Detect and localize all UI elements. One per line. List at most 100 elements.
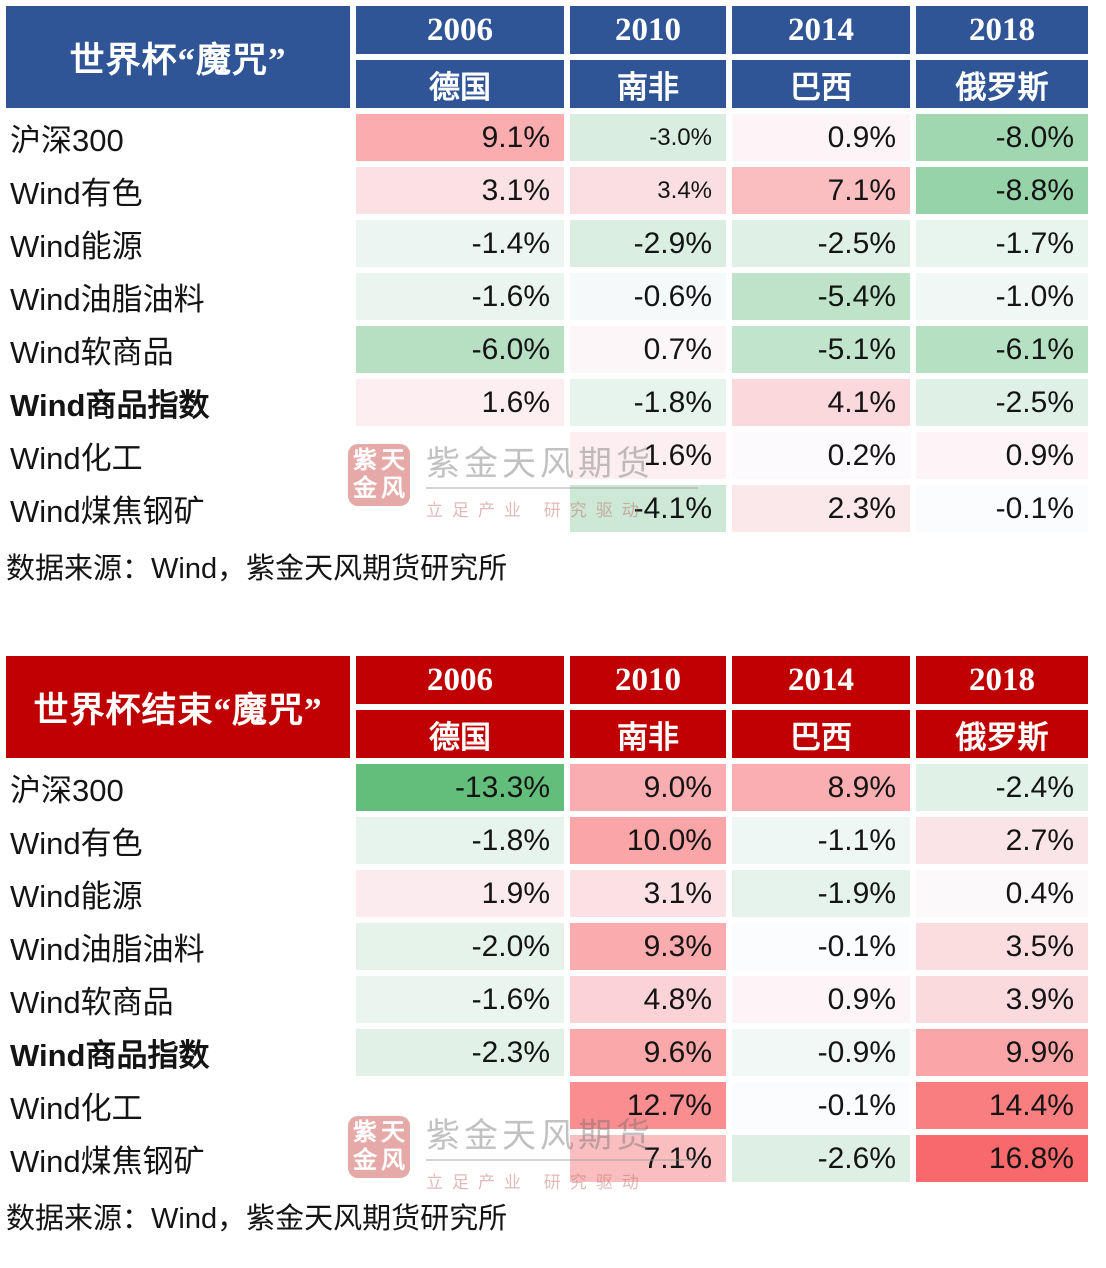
row-label: Wind能源: [6, 220, 350, 267]
value-cell: 3.5%: [916, 923, 1088, 970]
value-cell: -3.0%: [570, 114, 726, 161]
table-row: Wind能源 -1.4% -2.9% -2.5% -1.7%: [6, 220, 1088, 267]
value-cell: 4.1%: [732, 379, 910, 426]
value-cell: 14.4%: [916, 1082, 1088, 1129]
value-cell: 4.8%: [570, 976, 726, 1023]
row-label: Wind软商品: [6, 326, 350, 373]
host-header: 俄罗斯: [916, 710, 1088, 758]
table-row: Wind油脂油料 -1.6% -0.6% -5.4% -1.0%: [6, 273, 1088, 320]
host-header: 巴西: [732, 710, 910, 758]
table-row: Wind软商品 -1.6% 4.8% 0.9% 3.9%: [6, 976, 1088, 1023]
value-cell: 3.9%: [916, 976, 1088, 1023]
value-cell: [356, 485, 564, 532]
header-row-years: 世界杯结束“魔咒” 2006 2010 2014 2018: [6, 656, 1088, 758]
value-cell: 9.6%: [570, 1029, 726, 1076]
value-cell: 1.6%: [570, 432, 726, 479]
value-cell: 0.9%: [916, 432, 1088, 479]
row-label: Wind煤焦钢矿: [6, 1135, 350, 1182]
row-label: Wind油脂油料: [6, 923, 350, 970]
data-source-note: 数据来源：Wind，紫金天风期货研究所: [6, 553, 508, 585]
value-cell: -2.0%: [356, 923, 564, 970]
year-header: 2006: [356, 656, 564, 704]
value-cell: -2.9%: [570, 220, 726, 267]
value-cell: -1.9%: [732, 870, 910, 917]
row-label: Wind能源: [6, 870, 350, 917]
table-title: 世界杯“魔咒”: [6, 6, 350, 108]
value-cell: -6.0%: [356, 326, 564, 373]
value-cell: 9.9%: [916, 1029, 1088, 1076]
value-cell: [356, 1135, 564, 1182]
value-cell: 0.4%: [916, 870, 1088, 917]
host-header: 德国: [356, 710, 564, 758]
table-row: Wind煤焦钢矿 -4.1% 2.3% -0.1%: [6, 485, 1088, 532]
host-header: 德国: [356, 60, 564, 108]
value-cell: -5.4%: [732, 273, 910, 320]
value-cell: -2.5%: [916, 379, 1088, 426]
value-cell: 3.1%: [356, 167, 564, 214]
table-row: Wind能源 1.9% 3.1% -1.9% 0.4%: [6, 870, 1088, 917]
value-cell: -1.1%: [732, 817, 910, 864]
value-cell: 0.9%: [732, 114, 910, 161]
value-cell: -8.0%: [916, 114, 1088, 161]
value-cell: -1.7%: [916, 220, 1088, 267]
header-row-years: 世界杯“魔咒” 2006 2010 2014 2018: [6, 6, 1088, 108]
value-cell: -1.6%: [356, 976, 564, 1023]
value-cell: -1.0%: [916, 273, 1088, 320]
value-cell: -0.9%: [732, 1029, 910, 1076]
year-header: 2018: [916, 6, 1088, 54]
year-header: 2014: [732, 6, 910, 54]
value-cell: -0.1%: [916, 485, 1088, 532]
row-label: Wind油脂油料: [6, 273, 350, 320]
table-row: 沪深300 9.1% -3.0% 0.9% -8.0%: [6, 114, 1088, 161]
year-header: 2010: [570, 656, 726, 704]
worldcup-curse-section: 世界杯“魔咒” 2006 2010 2014 2018 德国 南非 巴西 俄罗斯 沪深300 9.1…: [0, 0, 1106, 586]
value-cell: -2.5%: [732, 220, 910, 267]
row-label: Wind化工: [6, 432, 350, 479]
row-label: Wind商品指数: [6, 1029, 350, 1076]
table-row: Wind有色 -1.8% 10.0% -1.1% 2.7%: [6, 817, 1088, 864]
table-row: Wind化工 1.6% 0.2% 0.9%: [6, 432, 1088, 479]
row-label: Wind化工: [6, 1082, 350, 1129]
header-row-hosts: 德国 南非 巴西 俄罗斯: [6, 710, 1088, 758]
value-cell: 9.3%: [570, 923, 726, 970]
value-cell: 9.1%: [356, 114, 564, 161]
value-cell: -1.8%: [570, 379, 726, 426]
value-cell: 3.1%: [570, 870, 726, 917]
value-cell: 10.0%: [570, 817, 726, 864]
value-cell: -8.8%: [916, 167, 1088, 214]
value-cell: 7.1%: [732, 167, 910, 214]
table-row: Wind软商品 -6.0% 0.7% -5.1% -6.1%: [6, 326, 1088, 373]
host-header: 南非: [570, 60, 726, 108]
year-header: 2014: [732, 656, 910, 704]
value-cell: -6.1%: [916, 326, 1088, 373]
value-cell: 1.6%: [356, 379, 564, 426]
value-cell: 2.3%: [732, 485, 910, 532]
row-label: 沪深300: [6, 114, 350, 161]
table-row: Wind油脂油料 -2.0% 9.3% -0.1% 3.5%: [6, 923, 1088, 970]
row-label: Wind有色: [6, 167, 350, 214]
value-cell: -2.3%: [356, 1029, 564, 1076]
value-cell: 12.7%: [570, 1082, 726, 1129]
value-cell: 2.7%: [916, 817, 1088, 864]
value-cell: 3.4%: [570, 167, 726, 214]
value-cell: -1.4%: [356, 220, 564, 267]
value-cell: [356, 432, 564, 479]
host-header: 巴西: [732, 60, 910, 108]
value-cell: 7.1%: [570, 1135, 726, 1182]
value-cell: -4.1%: [570, 485, 726, 532]
value-cell: -2.6%: [732, 1135, 910, 1182]
value-cell: -0.1%: [732, 923, 910, 970]
value-cell: 0.2%: [732, 432, 910, 479]
year-header: 2006: [356, 6, 564, 54]
value-cell: 0.9%: [732, 976, 910, 1023]
value-cell: [356, 1082, 564, 1129]
year-header: 2018: [916, 656, 1088, 704]
value-cell: -1.6%: [356, 273, 564, 320]
table-row: 沪深300 -13.3% 9.0% 8.9% -2.4%: [6, 764, 1088, 811]
value-cell: -2.4%: [916, 764, 1088, 811]
value-cell: -5.1%: [732, 326, 910, 373]
value-cell: 16.8%: [916, 1135, 1088, 1182]
value-cell: 9.0%: [570, 764, 726, 811]
header-row-hosts: 德国 南非 巴西 俄罗斯: [6, 60, 1088, 108]
value-cell: -0.1%: [732, 1082, 910, 1129]
